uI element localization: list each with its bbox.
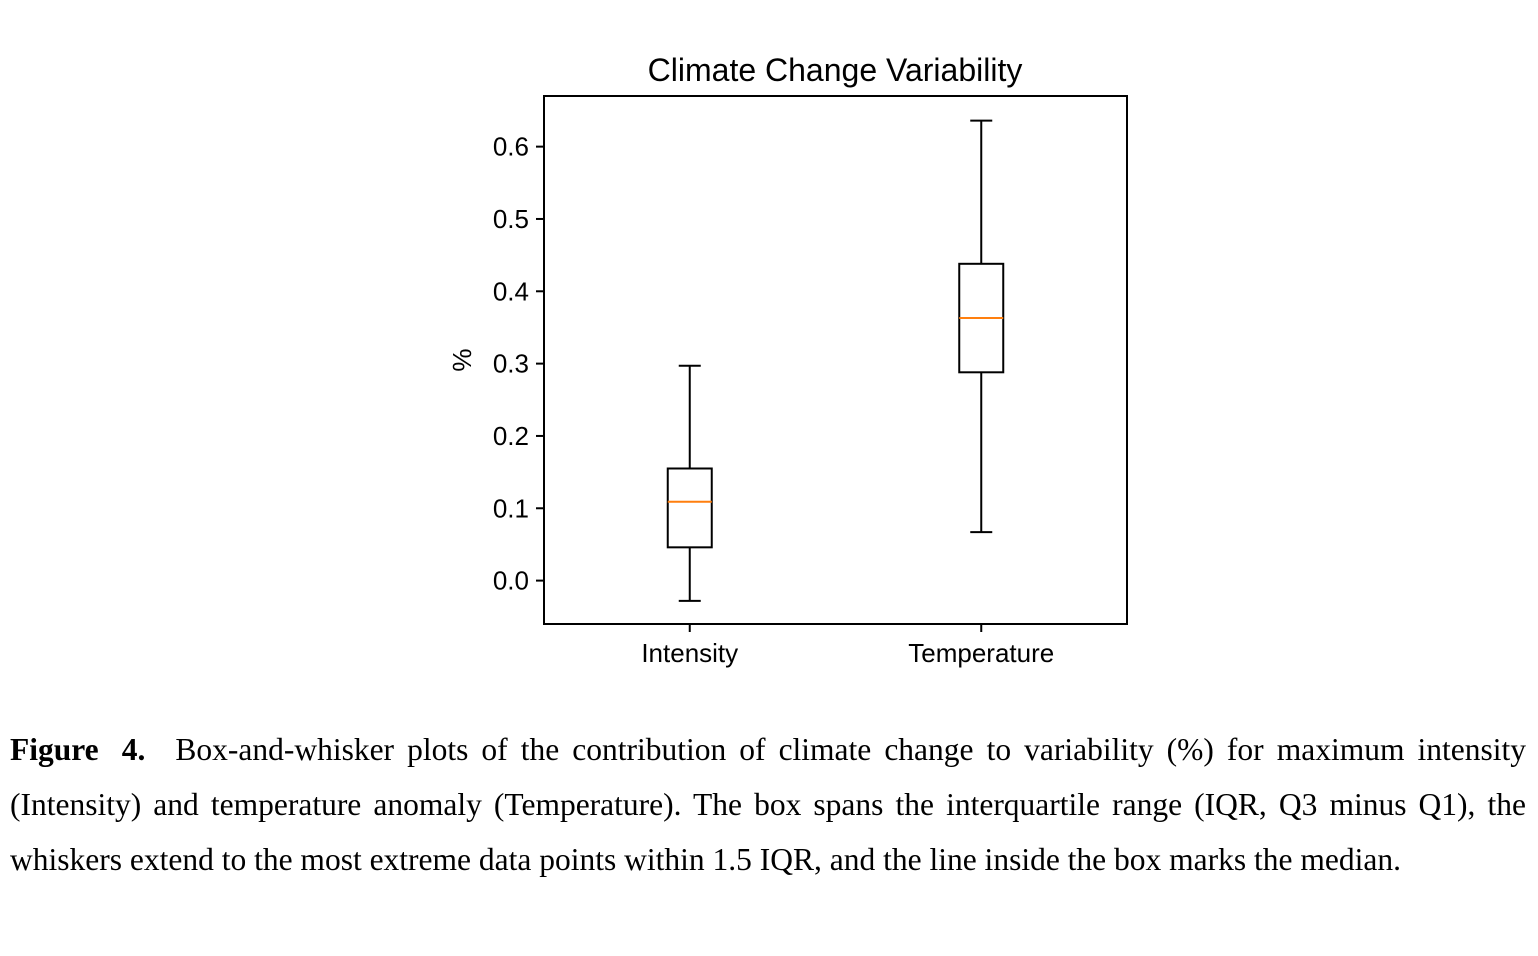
- y-tick-label: 0.4: [493, 276, 529, 306]
- y-tick-label: 0.5: [493, 204, 529, 234]
- box-plot-chart: Climate Change Variability % 0.00.10.20.…: [447, 52, 1128, 668]
- y-tick-label: 0.0: [493, 566, 529, 596]
- caption-text: Box-and-whisker plots of the contributio…: [10, 732, 1526, 877]
- chart-title: Climate Change Variability: [648, 52, 1023, 88]
- plot-area: 0.0 0.1 0.2 0.3 0.4 0.5 0.6 Intensity Temperatur…: [493, 119, 1054, 668]
- figure-caption: Figure 4. Box-and-whisker plots of the co…: [10, 722, 1526, 887]
- y-axis-label: %: [447, 348, 477, 371]
- y-tick-label: 0.2: [493, 421, 529, 451]
- caption-label: Figure 4.: [10, 732, 146, 767]
- y-tick-label: 0.6: [493, 132, 529, 162]
- iqr-box: [666, 467, 713, 549]
- x-tick-label: Intensity: [641, 638, 738, 668]
- plot-frame: [543, 95, 1128, 625]
- x-tick-label: Temperature: [908, 638, 1054, 668]
- y-tick-label: 0.1: [493, 493, 529, 523]
- y-tick-label: 0.3: [493, 349, 529, 379]
